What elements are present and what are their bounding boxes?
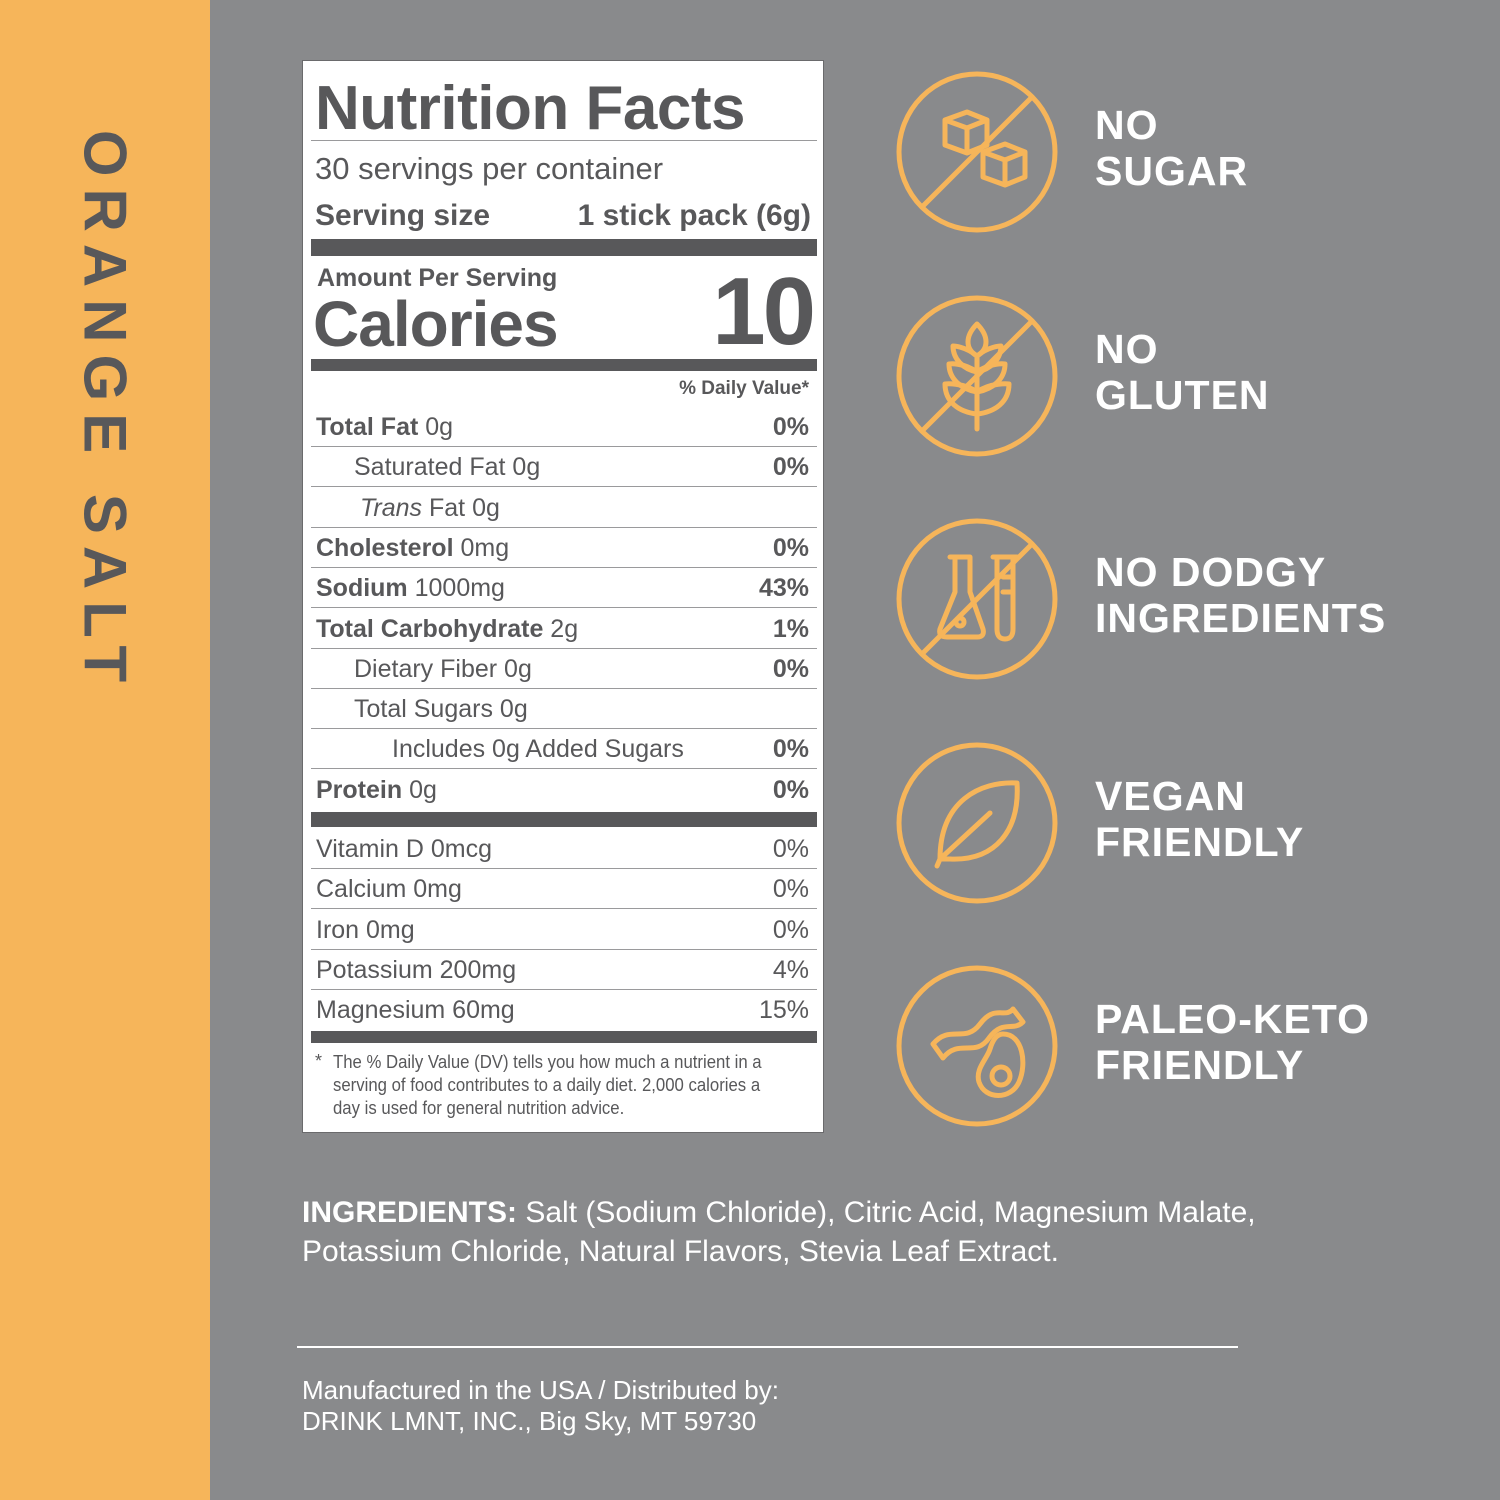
divider [311,140,817,141]
nutrient-name: Total Carbohydrate [316,614,544,643]
daily-value: 0% [772,775,809,804]
daily-value: 0% [772,835,809,863]
vitamin-name: Magnesium 60mg [316,996,515,1025]
ingredients-text: Salt (Sodium Chloride), Citric Acid, Mag… [302,1196,1256,1268]
ingredients: INGREDIENTS: Salt (Sodium Chloride), Cit… [302,1193,1262,1271]
daily-value: 15% [758,996,809,1025]
side-strip: ORANGE SALT [0,0,210,1500]
vitamin-name: Iron 0mg [316,915,415,944]
vitamin-name: Calcium 0mg [316,875,462,904]
claim-line1: NO DODGY [1095,549,1327,595]
claim-text: NO GLUTEN [1095,326,1270,418]
thick-divider [311,1031,817,1043]
vitamin-row: Iron 0mg 0% [311,910,817,950]
vitamin-row: Calcium 0mg 0% [311,869,817,910]
footnote: The % Daily Value (DV) tells you how muc… [333,1052,762,1118]
nutrient-amount: 0g [402,775,437,804]
amount-per-serving: Amount Per Serving [317,264,558,292]
claim-text: VEGAN FRIENDLY [1095,773,1304,865]
nutrient-amount: 0g [418,413,454,441]
claim-text: NO DODGY INGREDIENTS [1095,549,1386,641]
daily-value-header: % Daily Value* [679,378,809,399]
nutrition-facts-label: Nutrition Facts 30 servings per containe… [302,60,824,1133]
nutrient-row: Protein 0g 0% [311,770,817,810]
no-sugar-cubes-icon [896,71,1058,233]
nutrient-row: Cholesterol 0mg 0% [311,528,817,568]
footnote-mark: * [315,1051,323,1071]
product-name: ORANGE SALT [71,129,139,695]
nutrient-amount: Fat 0g [422,493,500,522]
daily-value: 0% [772,735,809,764]
daily-value: 0% [772,654,809,683]
manufacturer-line1: Manufactured in the USA / Distributed by… [302,1375,779,1405]
claim-line2: FRIENDLY [1095,1042,1305,1088]
leaf-icon [896,742,1058,903]
serving-size-label: Serving size [315,199,491,232]
vitamin-row: Potassium 200mg 4% [311,950,817,990]
nutrient-row: Total Carbohydrate 2g 1% [311,609,817,649]
daily-value: 0% [772,453,809,482]
nutrient-amount: Total Sugars 0g [354,695,528,724]
thick-divider [311,239,817,256]
nutrient-row: Total Sugars 0g [311,689,817,730]
nutrient-name: Total Fat [316,413,419,441]
claim-line1: NO [1095,102,1159,148]
nutrient-name: Cholesterol [316,533,454,562]
nutrient-amount: Includes 0g Added Sugars [392,735,684,764]
nutrient-row: Total Fat 0g 0% [311,407,817,447]
serving-size-value: 1 stick pack (6g) [577,199,811,232]
claim-text: PALEO-KETO FRIENDLY [1095,996,1370,1088]
no-wheat-icon [896,295,1058,456]
nutrient-row: Sodium 1000mg 43% [311,568,817,609]
nutrient-name: Sodium [316,574,408,603]
calories-value: 10 [712,258,816,365]
claim-line2: SUGAR [1095,148,1249,194]
nutrition-title: Nutrition Facts [315,74,745,143]
vitamin-row: Magnesium 60mg 15% [311,990,817,1030]
manufacturer-line2: DRINK LMNT, INC., Big Sky, MT 59730 [302,1406,757,1436]
daily-value: 0% [772,875,809,904]
daily-value: 0% [772,533,809,562]
claim-line1: NO [1095,325,1159,372]
daily-value: 1% [772,614,809,643]
daily-value: 4% [772,955,809,984]
thick-divider [311,812,817,827]
nutrient-row: Saturated Fat 0g 0% [311,447,817,488]
daily-value: 43% [758,574,809,603]
claim-line1: VEGAN [1095,772,1246,819]
nutrient-row: Trans Fat 0g [311,488,817,528]
calories-label: Calories [313,288,559,360]
nutrient-amount: 2g [543,614,579,643]
daily-value: 0% [772,413,809,441]
daily-value: 0% [772,915,809,944]
nutrient-amount: Saturated Fat 0g [354,453,541,482]
claim-line2: GLUTEN [1095,371,1270,418]
vitamin-name: Potassium 200mg [316,955,517,984]
claim-line2: FRIENDLY [1095,818,1305,865]
thick-divider [311,359,817,371]
claim-line1: PALEO-KETO [1095,996,1370,1042]
nutrient-name-italic: Trans [360,493,423,522]
manufacturer: Manufactured in the USA / Distributed by… [302,1375,779,1437]
nutrient-name: Protein [316,775,403,804]
divider [297,1346,1238,1348]
ingredients-label: INGREDIENTS: [302,1196,518,1229]
nutrient-row: Includes 0g Added Sugars 0% [311,729,817,770]
no-lab-flask-icon [896,518,1058,680]
vitamin-row: Vitamin D 0mcg 0% [311,829,817,869]
servings-per-container: 30 servings per container [315,151,664,186]
claim-text: NO SUGAR [1095,102,1248,194]
vitamin-name: Vitamin D 0mcg [316,835,492,863]
claim-line2: INGREDIENTS [1095,595,1387,641]
nutrient-amount: 1000mg [407,574,505,603]
nutrient-amount: Dietary Fiber 0g [354,654,532,683]
nutrient-amount: 0mg [453,533,510,562]
nutrient-row: Dietary Fiber 0g 0% [311,649,817,689]
bacon-avocado-icon [896,965,1058,1127]
